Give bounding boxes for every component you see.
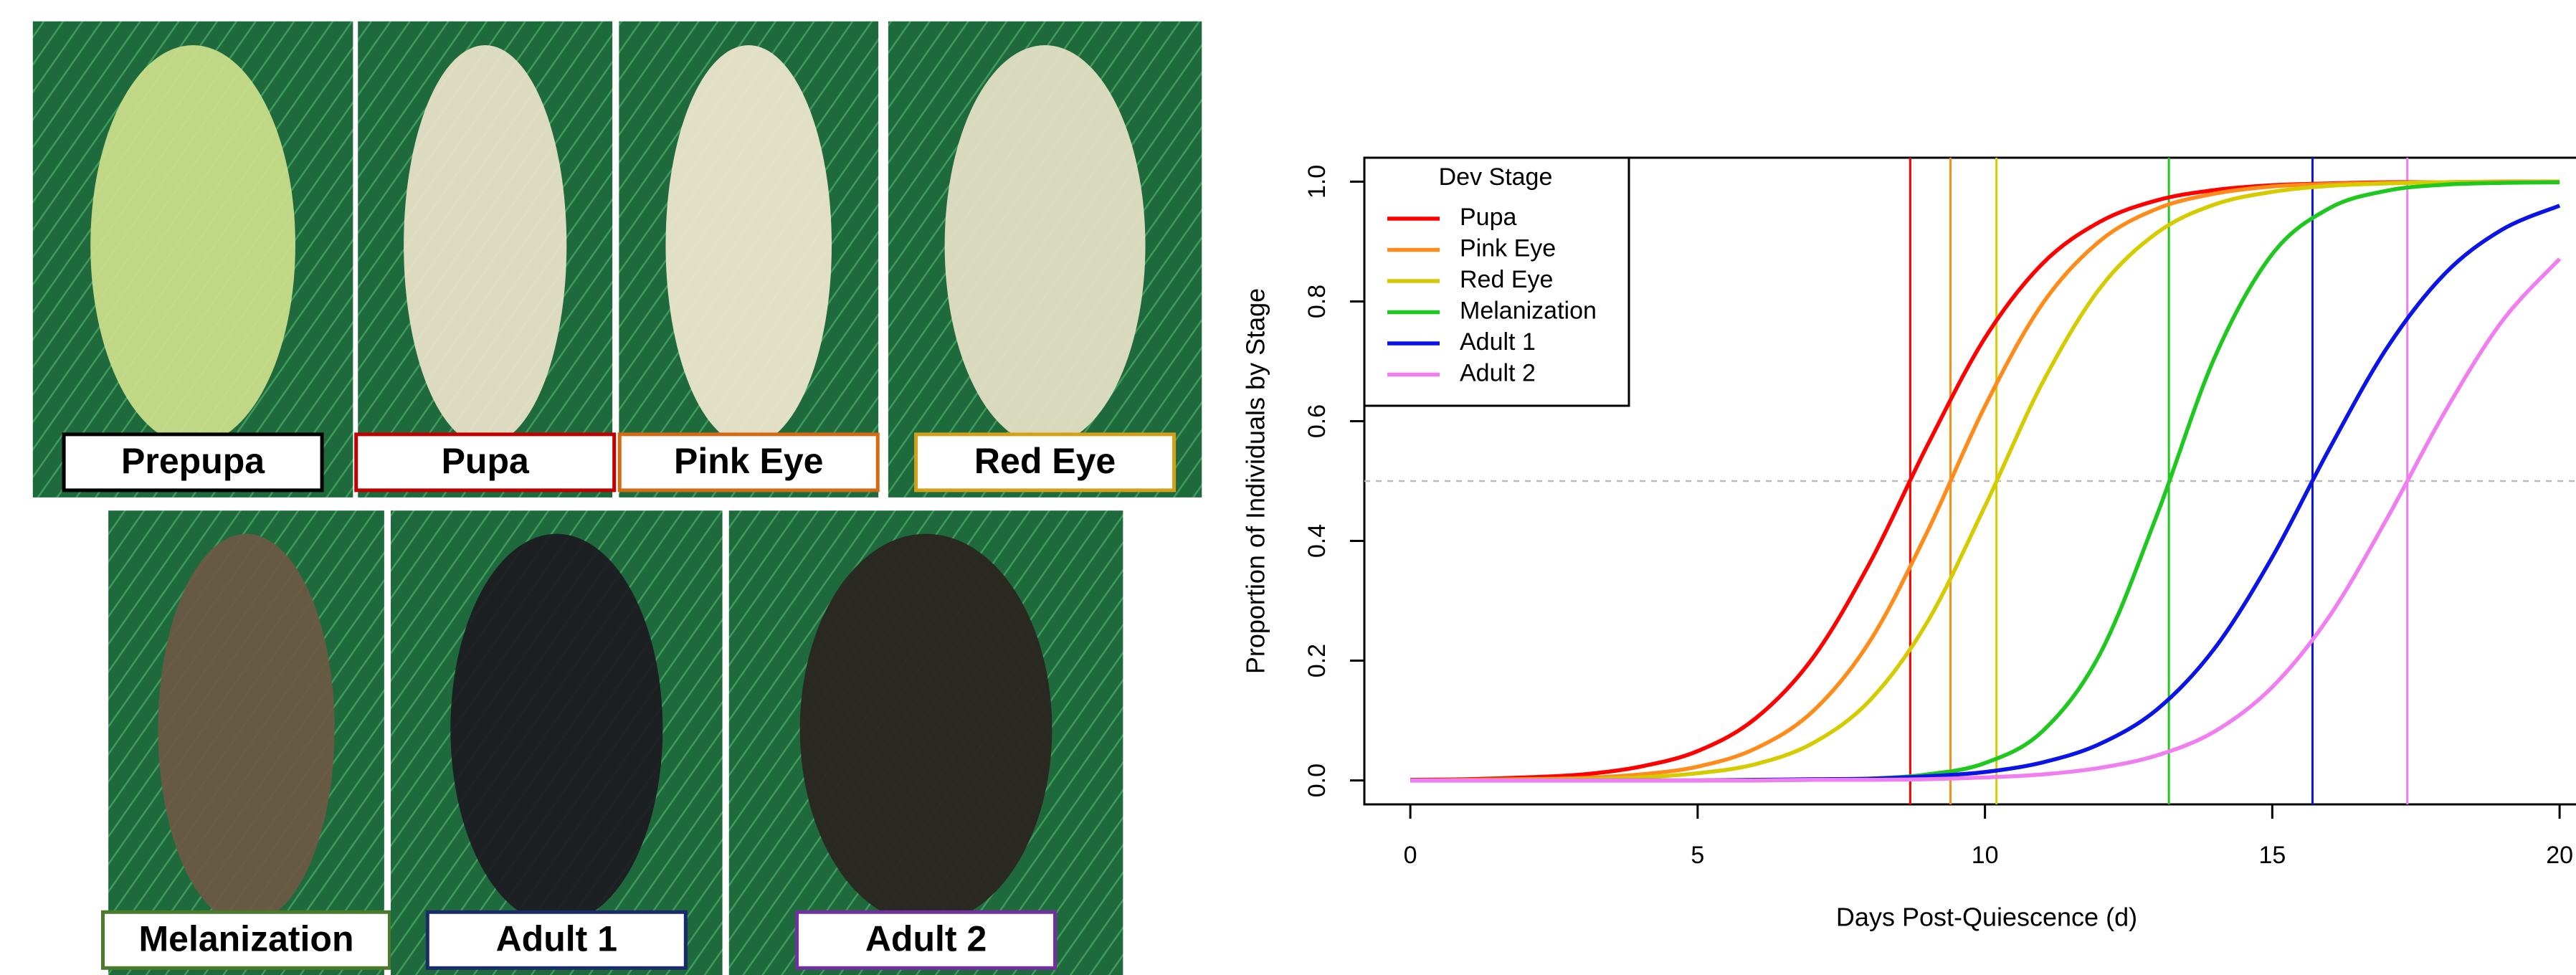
photo-label: Red Eye [974,441,1116,481]
photo-label: Prepupa [121,441,265,481]
legend-label: Red Eye [1460,266,1553,293]
legend-label: Pupa [1460,204,1516,231]
specimen [450,534,662,924]
specimen [945,45,1146,445]
specimen [90,45,295,445]
y-tick-label: 0.4 [1303,524,1331,558]
photo: Melanization [103,510,390,975]
x-tick-label: 20 [2546,842,2573,869]
photo: Adult 2 [729,510,1123,975]
y-axis-label: Proportion of Individuals by Stage [1241,288,1270,674]
photo: Prepupa [33,22,353,498]
photo: Adult 1 [391,510,723,975]
photo-label: Pink Eye [674,441,823,481]
photo-panel: Prepupa Pupa Pink Eye Red Eye Melanization Ad… [33,22,1202,975]
chart: Days Post-Quiescence (d) Proportion of I… [1241,158,2576,932]
photo-label: Melanization [138,918,353,959]
y-tick-label: 1.0 [1303,165,1331,199]
legend-label: Adult 1 [1460,328,1536,356]
y-tick-label: 0.6 [1303,404,1331,438]
photo-label: Pupa [442,441,530,481]
y-tick-label: 0.0 [1303,764,1331,797]
x-tick-label: 15 [2258,842,2286,869]
specimen [404,45,566,445]
legend-label: Adult 2 [1460,359,1536,386]
y-tick-label: 0.2 [1303,644,1331,677]
photo: Red Eye [888,22,1202,498]
photo: Pink Eye [619,22,878,498]
x-tick-label: 10 [1972,842,1999,869]
specimen [665,45,832,445]
x-tick-label: 5 [1691,842,1704,869]
photo: Pupa [356,22,614,498]
legend-label: Pink Eye [1460,234,1556,262]
y-tick-label: 0.8 [1303,285,1331,318]
photo-label: Adult 1 [496,918,617,959]
legend: Dev Stage Pupa Pink Eye Red Eye Melanization… [1364,158,1629,406]
photo-label: Adult 2 [865,918,987,959]
legend-label: Melanization [1460,297,1597,324]
legend-title: Dev Stage [1439,163,1553,191]
specimen [800,534,1052,924]
x-axis-label: Days Post-Quiescence (d) [1836,903,2137,932]
specimen [158,534,334,924]
figure: Prepupa Pupa Pink Eye Red Eye Melanization Ad… [0,0,2576,975]
x-tick-label: 0 [1404,842,1417,869]
